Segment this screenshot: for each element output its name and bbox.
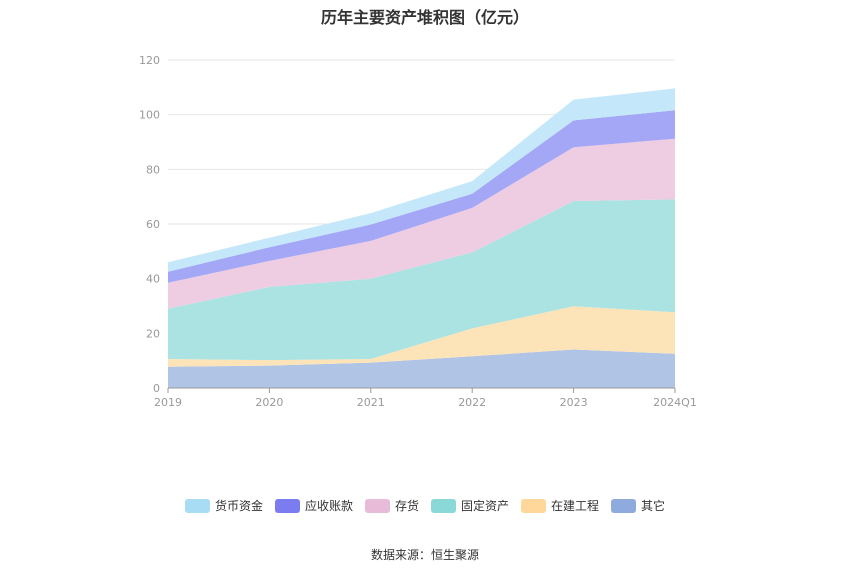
legend-swatch <box>431 498 456 513</box>
legend-item[interactable]: 货币资金 <box>184 497 263 514</box>
legend-label: 固定资产 <box>461 499 510 513</box>
y-tick-label: 40 <box>146 273 160 286</box>
legend-label: 其它 <box>641 499 666 513</box>
data-source: 数据来源：恒生聚源 <box>370 548 479 562</box>
legend-item[interactable]: 在建工程 <box>521 497 599 514</box>
legend: 货币资金 应收账款 存货 固定资产 在建工程 其它 <box>0 497 850 514</box>
legend-item[interactable]: 应收账款 <box>274 497 353 514</box>
x-tick-label: 2023 <box>560 396 588 409</box>
legend-label: 存货 <box>394 499 419 513</box>
legend-label: 应收账款 <box>304 499 353 513</box>
legend-swatch <box>364 498 390 513</box>
area-series <box>168 199 675 361</box>
legend-label: 在建工程 <box>551 499 600 513</box>
area-series <box>168 138 675 309</box>
legend-swatch <box>611 498 637 513</box>
legend-swatch <box>521 498 547 513</box>
x-tick-label: 2019 <box>154 396 182 409</box>
chart-title: 历年主要资产堆积图（亿元） <box>320 8 529 27</box>
x-tick-label: 2022 <box>458 396 486 409</box>
legend-swatch <box>274 498 300 513</box>
x-tick-label: 2024Q1 <box>653 396 697 409</box>
x-tick-label: 2021 <box>357 396 385 409</box>
y-tick-label: 80 <box>146 163 160 176</box>
legend-item[interactable]: 其它 <box>611 497 665 514</box>
legend-swatch <box>184 498 210 513</box>
y-tick-label: 100 <box>139 109 160 122</box>
area-series <box>168 110 675 283</box>
y-tick-label: 0 <box>153 382 160 395</box>
legend-label: 货币资金 <box>214 499 263 513</box>
area-series <box>168 88 675 272</box>
y-tick-label: 120 <box>139 54 160 67</box>
y-tick-label: 60 <box>146 218 160 231</box>
y-tick-label: 20 <box>146 327 160 340</box>
legend-item[interactable]: 固定资产 <box>431 497 509 514</box>
area-series <box>168 306 675 367</box>
x-tick-label: 2020 <box>255 396 283 409</box>
area-series <box>168 349 675 388</box>
legend-item[interactable]: 存货 <box>364 497 419 514</box>
